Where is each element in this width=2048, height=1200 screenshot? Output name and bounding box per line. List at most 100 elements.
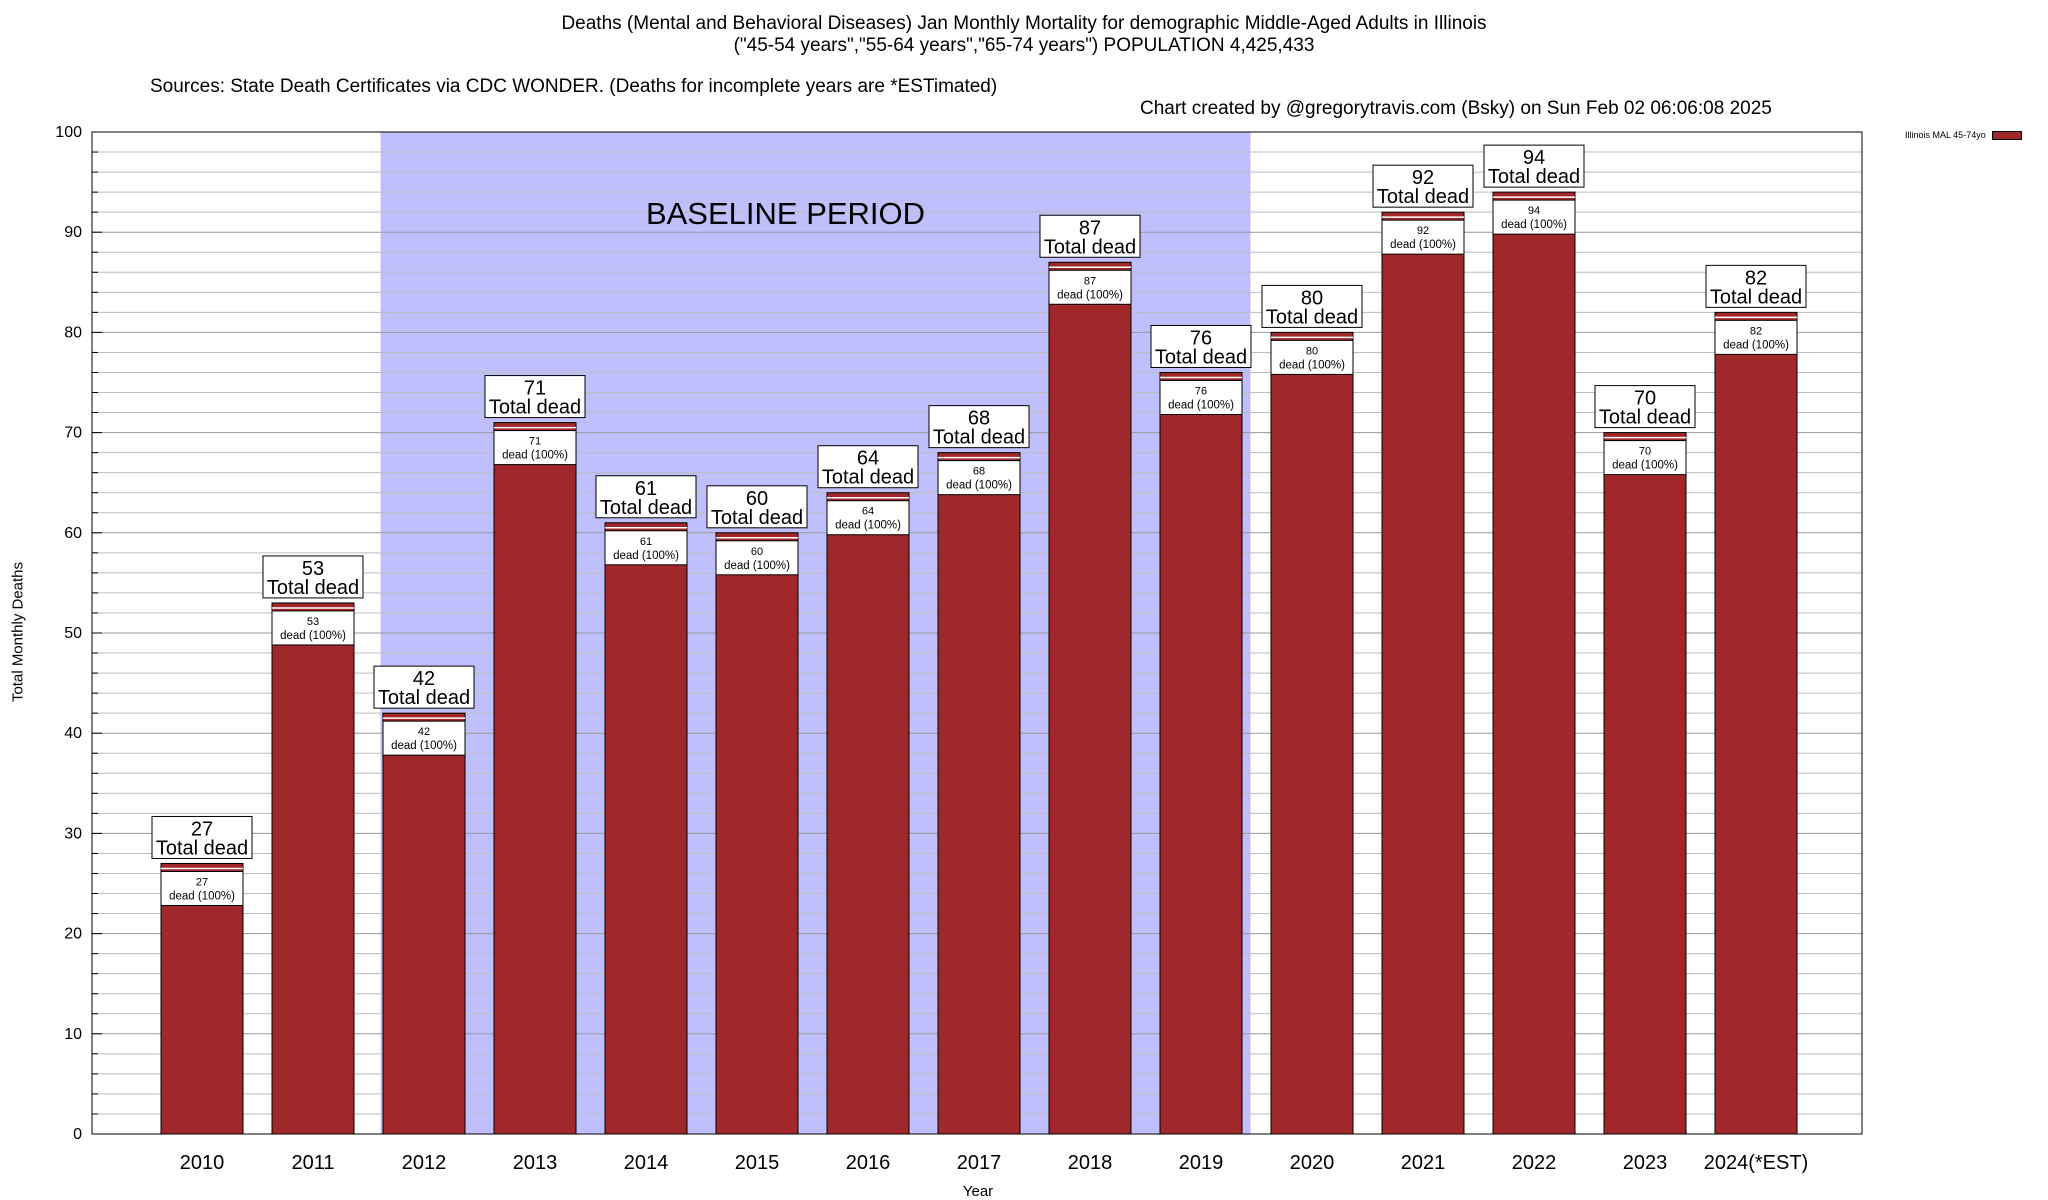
x-tick-label: 2013 — [513, 1152, 558, 1174]
bar — [1381, 211, 1465, 1135]
x-tick-label: 2018 — [1068, 1152, 1113, 1174]
top-total-label: Total dead — [600, 497, 692, 519]
top-label-box — [595, 475, 697, 519]
inner-label-box — [937, 460, 1021, 496]
bar — [937, 452, 1021, 1135]
credit-note: Chart created by @gregorytravis.com (Bsk… — [1140, 98, 1772, 119]
inner-label-box — [826, 500, 910, 536]
y-tick-label: 40 — [64, 725, 82, 742]
top-total-label: Total dead — [1488, 166, 1580, 188]
top-label-box — [1261, 284, 1363, 328]
bar — [493, 422, 577, 1135]
y-tick-label: 90 — [64, 224, 82, 241]
inner-percent-label: dead (100%) — [724, 560, 790, 572]
inner-percent-label: dead (100%) — [169, 890, 235, 902]
top-label-box — [1594, 385, 1696, 429]
x-tick-label: 2023 — [1623, 1152, 1668, 1174]
x-tick-label: 2017 — [957, 1152, 1002, 1174]
y-tick-label: 0 — [73, 1126, 82, 1143]
bar — [1714, 311, 1798, 1135]
bar — [382, 712, 466, 1135]
inner-value-label: 42 — [418, 726, 430, 738]
inner-label-box — [160, 870, 244, 906]
inner-percent-label: dead (100%) — [502, 450, 568, 462]
inner-label-box — [493, 430, 577, 466]
bar — [715, 532, 799, 1135]
y-tick-label: 80 — [64, 324, 82, 341]
top-total-label: Total dead — [156, 837, 248, 859]
x-tick-label: 2011 — [291, 1152, 334, 1174]
inner-value-label: 82 — [1750, 325, 1762, 337]
inner-value-label: 71 — [529, 436, 541, 448]
y-tick-label: 70 — [64, 425, 82, 442]
top-total-label: Total dead — [1710, 286, 1802, 308]
inner-label-box — [1270, 339, 1354, 375]
y-tick-label: 20 — [64, 926, 82, 943]
inner-percent-label: dead (100%) — [835, 520, 901, 532]
bar — [1603, 432, 1687, 1135]
x-tick-label: 2020 — [1290, 1152, 1335, 1174]
top-value-label: 70 — [1634, 388, 1656, 410]
bar — [271, 602, 355, 1135]
top-label-box — [1483, 144, 1585, 188]
bar — [1270, 331, 1354, 1135]
top-value-label: 82 — [1745, 267, 1767, 289]
y-tick-label: 100 — [55, 124, 82, 141]
inner-value-label: 64 — [862, 506, 874, 518]
top-value-label: 92 — [1412, 167, 1434, 189]
inner-label-box — [1603, 440, 1687, 476]
chart-source-line: Sources: State Death Certificates via CD… — [0, 54, 2048, 120]
inner-percent-label: dead (100%) — [391, 740, 457, 752]
inner-value-label: 68 — [973, 466, 985, 478]
baseline-label: BASELINE PERIOD — [646, 196, 925, 231]
inner-label-box — [1159, 379, 1243, 415]
legend-swatch — [1991, 130, 2022, 140]
inner-value-label: 92 — [1417, 225, 1429, 237]
inner-percent-label: dead (100%) — [1612, 460, 1678, 472]
top-label-box — [1150, 324, 1252, 368]
x-tick-label: 2021 — [1401, 1152, 1446, 1174]
chart-subtitle: ("45-54 years","55-64 years","65-74 year… — [733, 35, 1315, 56]
inner-value-label: 60 — [751, 546, 763, 558]
top-value-label: 53 — [302, 558, 324, 580]
top-label-box — [1039, 214, 1141, 258]
x-tick-label: 2022 — [1512, 1152, 1557, 1174]
top-total-label: Total dead — [489, 397, 581, 419]
bar — [1048, 261, 1132, 1135]
inner-percent-label: dead (100%) — [1723, 339, 1789, 351]
top-label-box — [262, 555, 364, 599]
inner-label-box — [604, 530, 688, 566]
x-tick-label: 2016 — [846, 1152, 891, 1174]
x-tick-label: 2010 — [180, 1152, 225, 1174]
inner-percent-label: dead (100%) — [1168, 399, 1234, 411]
top-total-label: Total dead — [1155, 346, 1247, 368]
top-value-label: 64 — [857, 448, 879, 470]
x-tick-label: 2012 — [402, 1152, 447, 1174]
x-tick-label: 2019 — [1179, 1152, 1224, 1174]
top-label-box — [151, 815, 253, 859]
inner-value-label: 61 — [640, 536, 652, 548]
inner-value-label: 80 — [1306, 345, 1318, 357]
top-value-label: 71 — [524, 378, 546, 400]
inner-percent-label: dead (100%) — [1501, 219, 1567, 231]
inner-percent-label: dead (100%) — [946, 480, 1012, 492]
inner-percent-label: dead (100%) — [1057, 289, 1123, 301]
y-tick-label: 10 — [64, 1026, 82, 1043]
top-value-label: 94 — [1523, 147, 1545, 169]
source-note: Sources: State Death Certificates via CD… — [150, 76, 998, 97]
inner-value-label: 87 — [1084, 275, 1096, 287]
top-value-label: 76 — [1190, 327, 1212, 349]
top-total-label: Total dead — [378, 687, 470, 709]
top-total-label: Total dead — [933, 427, 1025, 449]
